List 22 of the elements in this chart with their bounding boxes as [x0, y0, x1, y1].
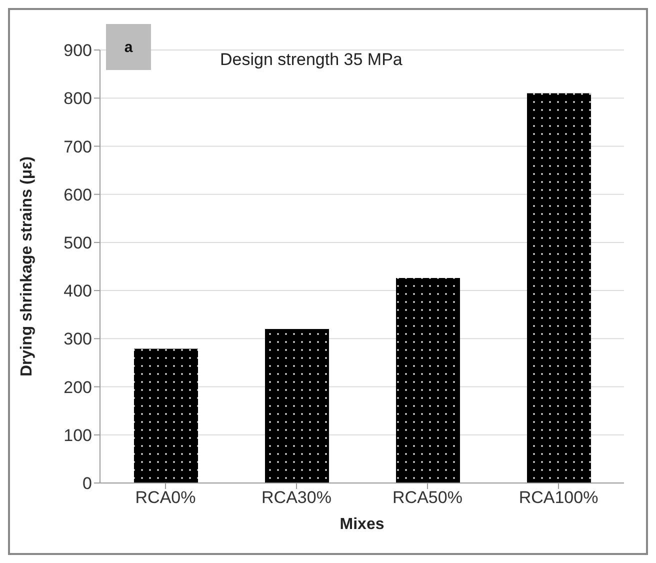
- x-tick-label: RCA50%: [392, 488, 462, 508]
- annotation: Design strength 35 MPa: [220, 50, 402, 70]
- y-tick-label: 900: [64, 41, 92, 60]
- bar: [134, 348, 198, 483]
- x-axis-title: Mixes: [340, 516, 384, 533]
- y-tick-label: 300: [64, 330, 92, 349]
- bar: [527, 93, 591, 483]
- bar: [265, 329, 329, 483]
- y-tick-label: 400: [64, 282, 92, 301]
- y-tick-label: 500: [64, 233, 92, 252]
- y-tick-label: 800: [64, 89, 92, 108]
- y-tick-label: 700: [64, 137, 92, 156]
- y-tick-label: 100: [64, 426, 92, 445]
- x-tick-label: RCA30%: [262, 488, 332, 508]
- y-axis-title: Drying shrinkage strains (με): [18, 156, 36, 377]
- x-tick-label: RCA100%: [518, 488, 598, 508]
- x-tick-label: RCA0%: [135, 488, 196, 508]
- y-tick-label: 0: [82, 474, 92, 494]
- y-tick-label: 200: [64, 378, 92, 397]
- y-tick-label: 600: [64, 185, 92, 204]
- annotation: a: [106, 24, 151, 70]
- bar: [396, 278, 460, 483]
